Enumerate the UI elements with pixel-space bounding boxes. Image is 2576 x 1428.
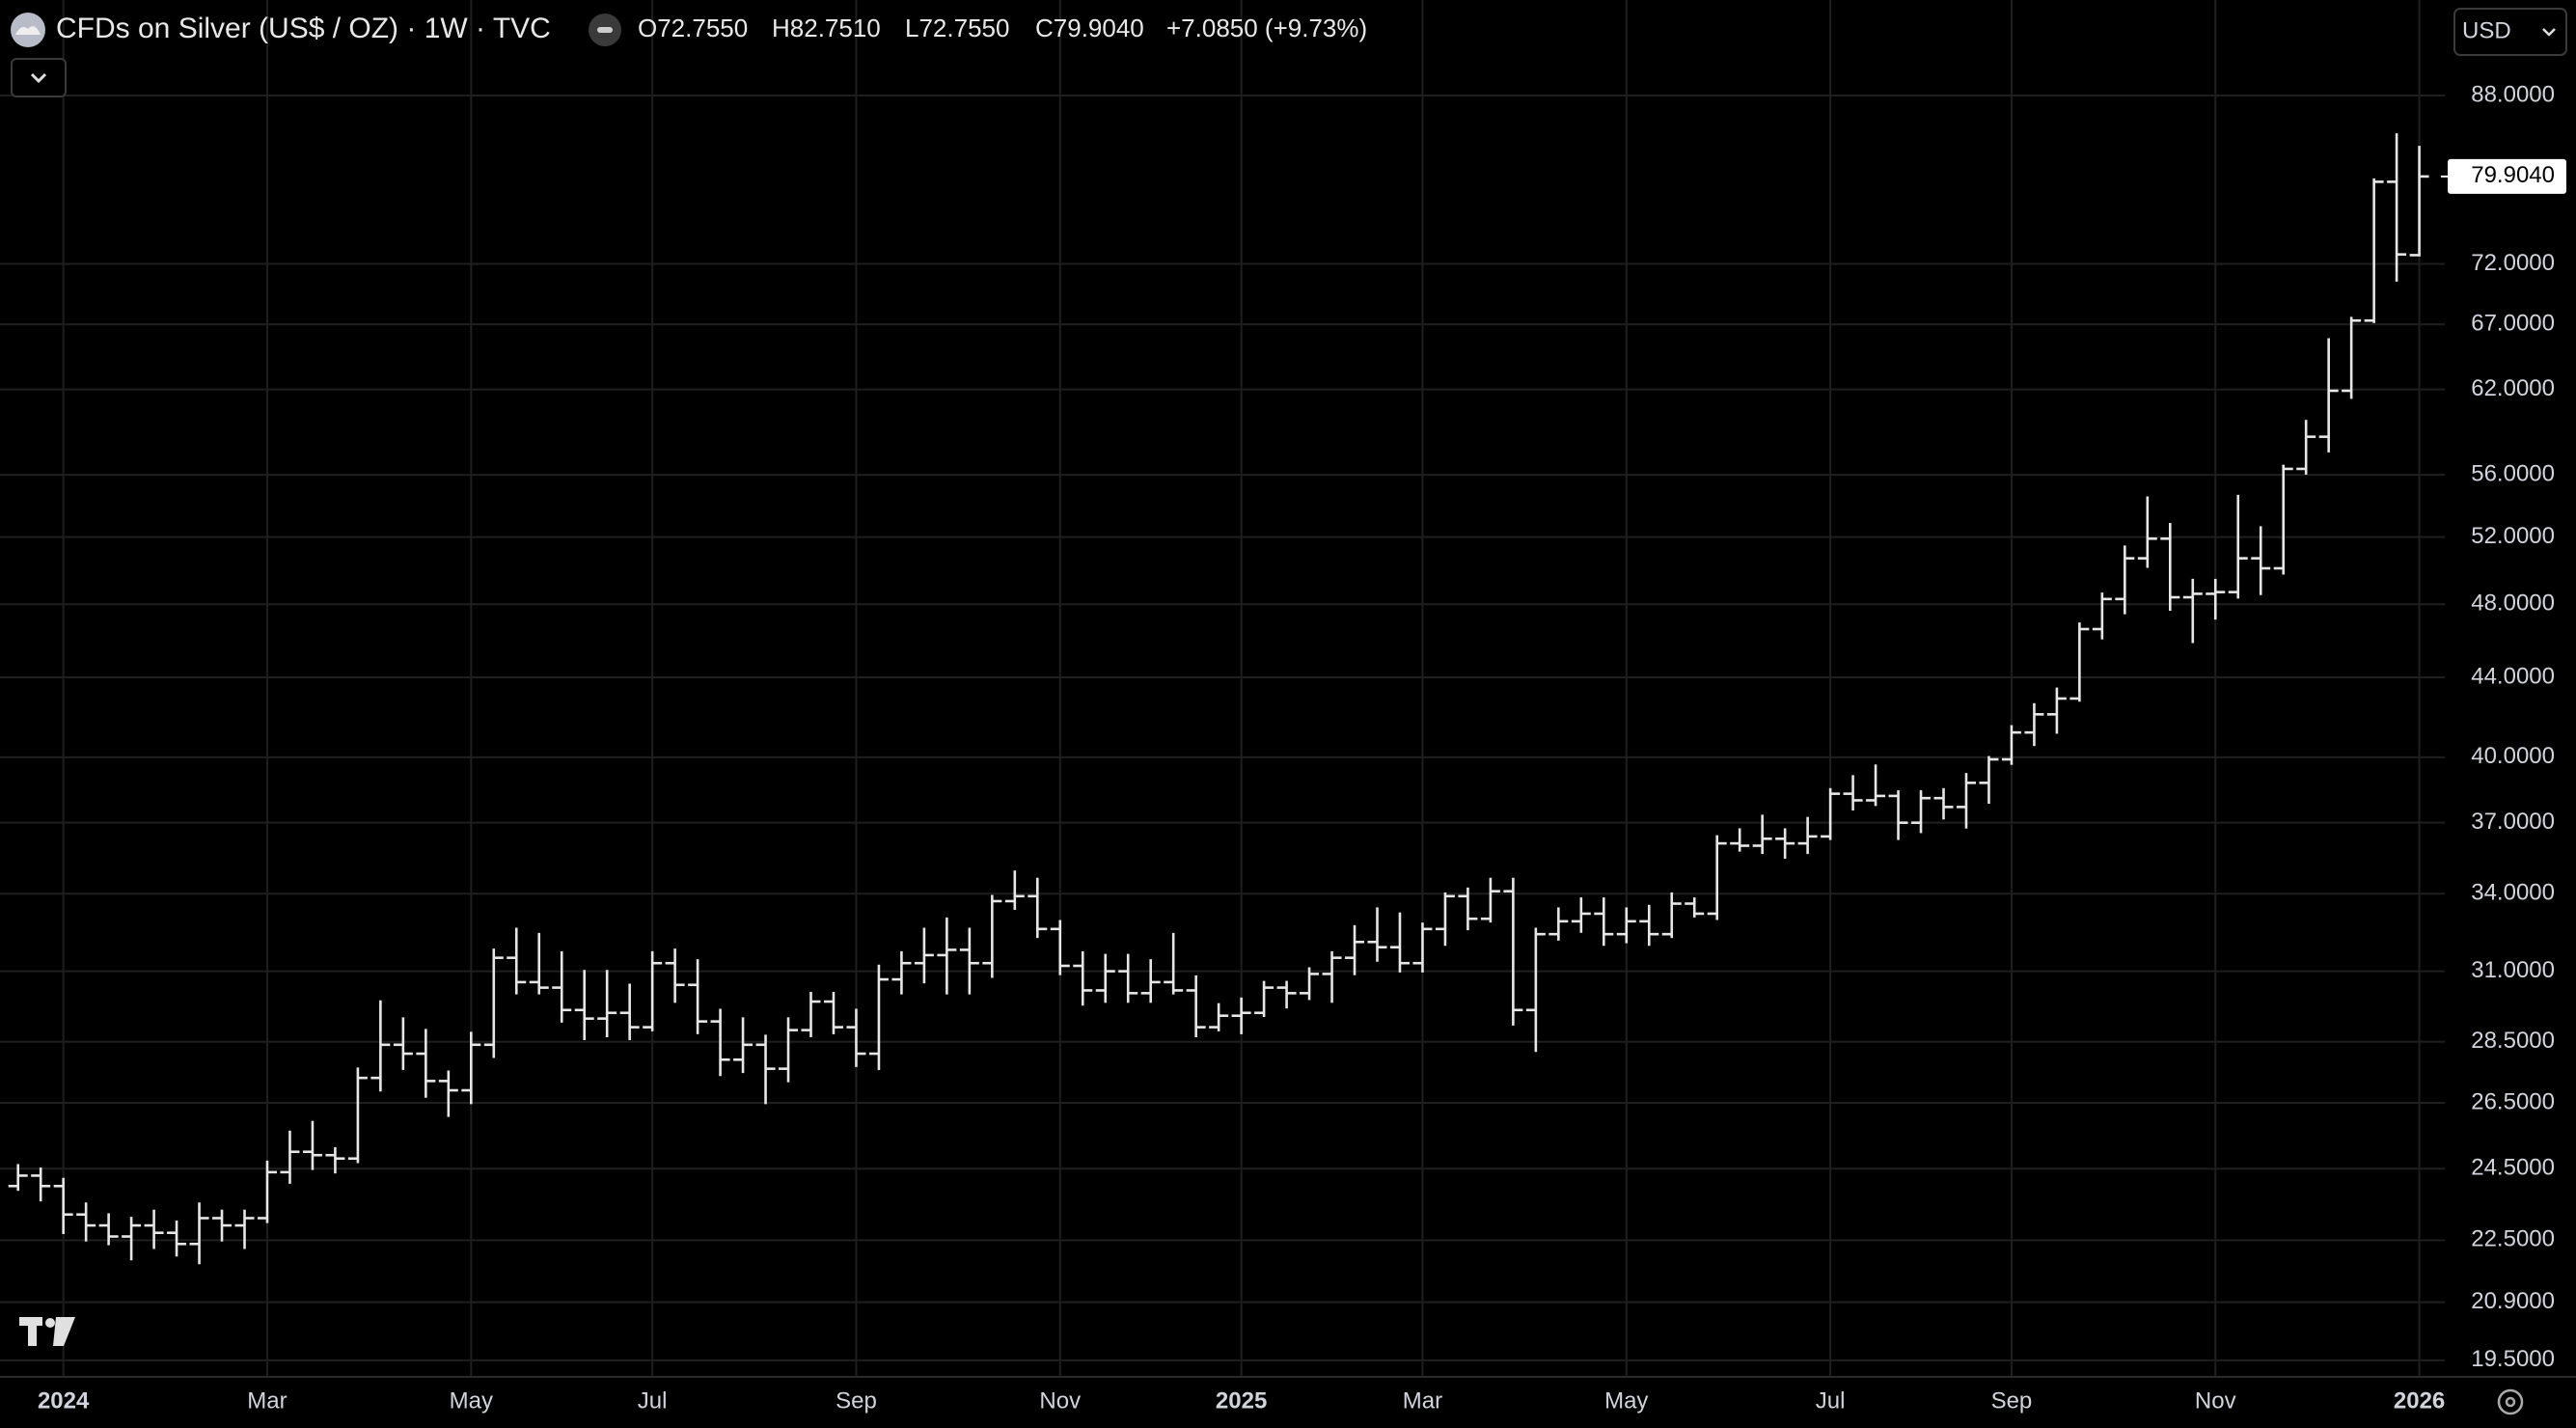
y-tick-label: 72.0000	[2471, 250, 2555, 276]
legend-change: +7.0850 (+9.73%)	[1166, 14, 1367, 42]
dropdown-icon	[2542, 28, 2556, 37]
collapse-button[interactable]	[11, 58, 67, 97]
y-tick-label: 88.0000	[2471, 81, 2555, 107]
x-tick-label: May	[1604, 1387, 1648, 1414]
y-tick-label: 20.9000	[2471, 1288, 2555, 1314]
y-tick-label: 48.0000	[2471, 590, 2555, 617]
last-price-box	[2448, 158, 2566, 194]
y-tick-label: 34.0000	[2471, 880, 2555, 906]
x-tick-label: 2025	[1216, 1387, 1267, 1414]
x-tick-label: Jul	[638, 1387, 668, 1414]
x-tick-label: Mar	[1403, 1387, 1442, 1414]
chevron-icon	[30, 72, 47, 84]
legend-open: O72.7550	[638, 14, 748, 42]
settings-icon[interactable]	[2497, 1388, 2524, 1415]
legend-low: L72.7550	[905, 14, 1009, 42]
chart-title[interactable]: CFDs on Silver (US$ / OZ) · 1W · TVC	[56, 13, 551, 44]
x-tick-label: Nov	[2195, 1387, 2236, 1414]
y-tick-label: 28.5000	[2471, 1028, 2555, 1054]
y-tick-label: 44.0000	[2471, 663, 2555, 689]
x-tick-label: Sep	[1991, 1387, 2033, 1414]
x-tick-label: Nov	[1039, 1387, 1081, 1414]
currency-label: USD	[2462, 17, 2511, 43]
y-tick-label: 22.5000	[2471, 1226, 2555, 1252]
x-tick-label: May	[450, 1387, 493, 1414]
y-tick-label: 56.0000	[2471, 460, 2555, 486]
grid	[0, 0, 2445, 1377]
logo-part	[45, 1318, 55, 1328]
y-tick-label: 62.0000	[2471, 375, 2555, 401]
x-tick-label: Mar	[247, 1387, 287, 1414]
y-tick-label: 31.0000	[2471, 957, 2555, 983]
gear-ring	[2497, 1388, 2524, 1415]
currency-button[interactable]	[2453, 8, 2567, 56]
bars	[8, 133, 2429, 1265]
symbol-icon-shape	[15, 26, 41, 35]
x-tick-label: 2024	[38, 1387, 90, 1414]
x-tick-label: Sep	[836, 1387, 877, 1414]
y-tick-label: 24.5000	[2471, 1155, 2555, 1181]
y-tick-label: 37.0000	[2471, 809, 2555, 835]
y-tick-label: 40.0000	[2471, 743, 2555, 769]
x-tick-label: 2026	[2394, 1387, 2445, 1414]
x-tick-label: Jul	[1816, 1387, 1846, 1414]
legend-close: C79.9040	[1035, 14, 1144, 42]
tv-logo[interactable]	[19, 1317, 75, 1346]
market-status-dash	[597, 27, 613, 33]
y-tick-label: 26.5000	[2471, 1088, 2555, 1114]
y-tick-label: 19.5000	[2471, 1346, 2555, 1372]
logo-part	[53, 1317, 75, 1346]
y-tick-label: 67.0000	[2471, 310, 2555, 336]
logo-part	[28, 1317, 37, 1346]
last-price-label: 79.9040	[2471, 162, 2555, 188]
gear-center	[2505, 1396, 2516, 1408]
legend-high: H82.7510	[772, 14, 881, 42]
y-tick-label: 52.0000	[2471, 523, 2555, 549]
